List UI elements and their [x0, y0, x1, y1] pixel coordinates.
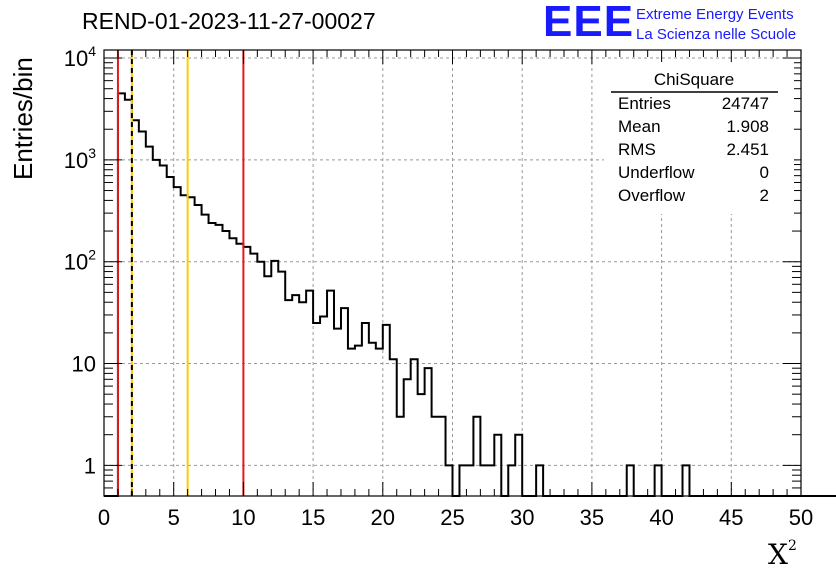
y-tick-label: 102 [64, 247, 96, 275]
y-tick-label: 1 [84, 453, 96, 478]
stats-title: ChiSquare [654, 70, 734, 89]
stats-label: Underflow [618, 163, 695, 182]
threshold-lines [116, 50, 245, 496]
x-tick-label: 30 [510, 505, 534, 530]
x-tick-label: 0 [98, 505, 110, 530]
x-axis-label-sup: 2 [787, 537, 797, 554]
x-tick-label: 15 [301, 505, 325, 530]
x-tick-label: 5 [168, 505, 180, 530]
x-tick-label: 25 [440, 505, 464, 530]
stats-value: 0 [760, 163, 769, 182]
logo-line-1: Extreme Energy Events [636, 6, 794, 23]
logo-line-2: La Scienza nelle Scuole [636, 26, 797, 43]
stats-box-frame [604, 62, 794, 214]
x-tick-label: 10 [231, 505, 255, 530]
eee-logo: EEE [543, 0, 635, 46]
axis-ticks [103, 50, 802, 497]
y-axis-label: Entries/bin [8, 57, 38, 180]
x-axis-label-main: X [768, 538, 788, 571]
stats-label: RMS [618, 140, 656, 159]
stats-label: Overflow [618, 186, 686, 205]
stats-box: ChiSquare Entries 24747 Mean 1.908 RMS 2.451 U… [604, 62, 794, 214]
y-tick-label: 104 [64, 43, 96, 71]
x-tick-label: 20 [371, 505, 395, 530]
y-tick-label: 10 [72, 352, 96, 377]
x-tick-label: 45 [719, 505, 743, 530]
stats-label: Entries [618, 94, 671, 113]
x-tick-label: 50 [789, 505, 813, 530]
x-tick-label: 35 [580, 505, 604, 530]
y-tick-labels: 1 10 102 103 104 [64, 43, 96, 478]
stats-value: 24747 [722, 94, 769, 113]
chart-title: REND-01-2023-11-27-00027 [82, 8, 376, 34]
x-tick-label: 40 [649, 505, 673, 530]
stats-value: 1.908 [726, 117, 769, 136]
stats-value: 2 [760, 186, 769, 205]
stats-label: Mean [618, 117, 661, 136]
x-axis-label: X2 [768, 538, 797, 571]
stats-value: 2.451 [726, 140, 769, 159]
x-tick-labels: 0 5 10 15 20 25 30 35 40 45 50 [98, 505, 813, 530]
y-tick-label: 103 [64, 145, 96, 173]
plot-frame [103, 49, 802, 497]
